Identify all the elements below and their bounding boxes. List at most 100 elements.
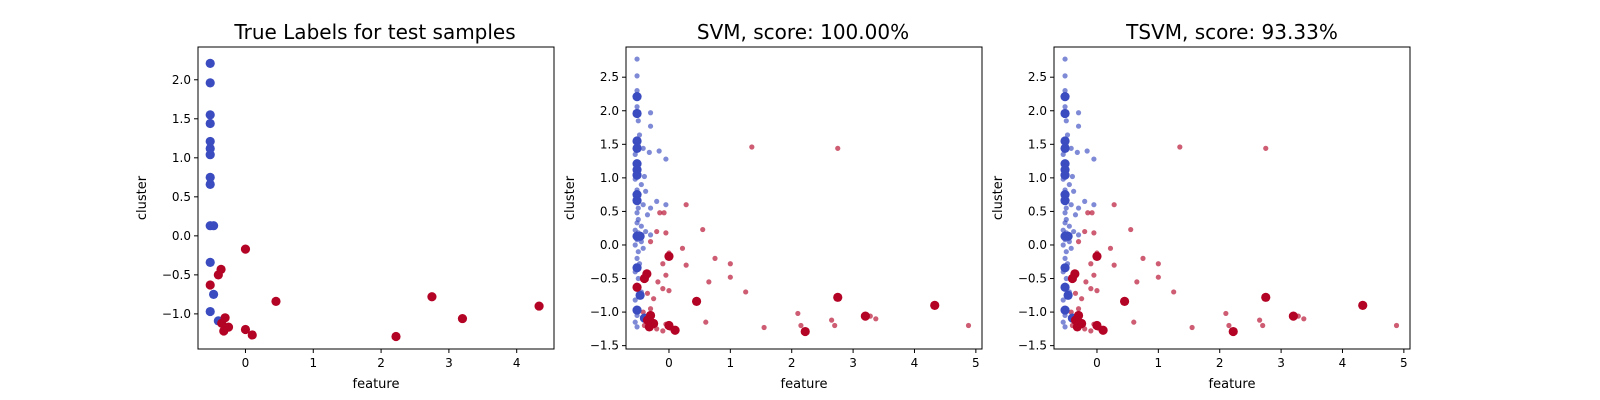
data-point-train-blue bbox=[635, 275, 641, 282]
data-point-train-blue bbox=[636, 132, 643, 138]
data-point-test-red bbox=[930, 300, 940, 310]
data-point-train-blue bbox=[635, 205, 641, 211]
data-point-train-blue bbox=[1060, 319, 1066, 325]
x-tick-label: 3 bbox=[445, 356, 453, 370]
data-point-train-blue bbox=[1062, 104, 1068, 110]
y-tick-label: 1.5 bbox=[600, 137, 619, 151]
data-point-test-red bbox=[800, 326, 810, 337]
data-point-train-blue bbox=[632, 297, 638, 303]
x-tick-label: 5 bbox=[1400, 356, 1408, 370]
data-point-test-red bbox=[1228, 326, 1238, 337]
data-point-train-red bbox=[700, 226, 706, 233]
data-point-test-blue bbox=[205, 118, 215, 129]
data-point-train-red bbox=[1091, 230, 1097, 236]
data-point-test-red bbox=[632, 282, 642, 292]
axes-frame bbox=[197, 46, 555, 350]
data-point-train-red bbox=[1075, 239, 1082, 245]
data-point-test-blue bbox=[632, 263, 642, 273]
data-point-train-blue bbox=[1063, 118, 1069, 124]
x-tick-label: 4 bbox=[513, 356, 521, 370]
data-point-test-blue bbox=[209, 289, 219, 299]
data-point-train-blue bbox=[1062, 255, 1068, 261]
data-point-train-red bbox=[1140, 255, 1146, 261]
data-point-train-blue bbox=[1062, 324, 1068, 330]
y-tick-label: 0.5 bbox=[600, 204, 619, 218]
data-point-test-blue bbox=[1060, 282, 1070, 292]
data-point-train-red bbox=[1079, 296, 1085, 302]
data-point-train-red bbox=[761, 324, 767, 331]
y-axis-label: cluster bbox=[991, 175, 1006, 220]
data-point-test-blue bbox=[205, 58, 215, 68]
data-point-train-red bbox=[1085, 210, 1091, 216]
y-tick-label: −0.5 bbox=[590, 272, 619, 286]
data-point-test-red bbox=[1288, 311, 1298, 321]
data-point-test-blue bbox=[205, 136, 215, 147]
y-tick-label: 0.0 bbox=[1028, 238, 1047, 252]
data-point-train-red bbox=[683, 262, 689, 268]
data-point-test-red bbox=[213, 270, 223, 280]
data-point-train-red bbox=[1088, 328, 1094, 334]
data-point-train-blue bbox=[632, 319, 638, 325]
x-axis-label: feature bbox=[353, 377, 400, 392]
axis-ticks: 0 1 2 3 4 −1.0 −0.5 0.0 0.5 1.0 1.5 2.0 bbox=[162, 73, 521, 370]
data-point-train-red bbox=[832, 322, 838, 329]
data-point-train-red bbox=[1177, 144, 1183, 150]
data-point-train-red bbox=[660, 328, 666, 334]
data-point-train-blue bbox=[1062, 220, 1068, 226]
data-point-train-blue bbox=[1084, 148, 1090, 154]
data-point-test-red bbox=[664, 251, 674, 261]
data-point-test-blue bbox=[1063, 231, 1073, 241]
data-point-train-blue bbox=[634, 56, 640, 62]
x-tick-label: 4 bbox=[1339, 356, 1347, 370]
data-point-train-blue bbox=[1063, 275, 1069, 282]
data-point-train-blue bbox=[1074, 149, 1080, 155]
data-point-train-red bbox=[663, 230, 669, 236]
data-point-train-blue bbox=[647, 205, 654, 211]
data-point-train-red bbox=[1083, 279, 1089, 285]
y-tick-label: 2.5 bbox=[1028, 70, 1047, 84]
data-point-train-red bbox=[657, 210, 663, 216]
data-point-train-red bbox=[1088, 261, 1094, 267]
data-point-test-red bbox=[457, 313, 468, 324]
data-point-train-red bbox=[706, 279, 712, 285]
data-point-train-red bbox=[873, 316, 879, 322]
data-point-train-blue bbox=[640, 202, 646, 208]
data-point-train-blue bbox=[1091, 202, 1097, 208]
data-point-test-red bbox=[217, 318, 227, 328]
data-point-train-red bbox=[1075, 306, 1082, 312]
data-point-train-blue bbox=[634, 88, 640, 94]
data-point-test-blue bbox=[1060, 305, 1070, 315]
data-point-train-blue bbox=[1072, 212, 1079, 218]
data-point-train-blue bbox=[632, 151, 638, 157]
data-point-test-red bbox=[639, 273, 650, 284]
data-point-train-red bbox=[1091, 272, 1097, 278]
data-point-test-blue bbox=[635, 231, 645, 241]
data-point-test-red bbox=[670, 325, 680, 335]
x-tick-label: 2 bbox=[377, 356, 385, 370]
y-tick-label: 1.5 bbox=[172, 112, 191, 126]
data-point-train-red bbox=[651, 296, 657, 302]
data-point-train-red bbox=[1226, 322, 1232, 329]
y-tick-label: 2.0 bbox=[600, 104, 619, 118]
data-point-test-red bbox=[691, 296, 702, 306]
data-point-train-red bbox=[640, 309, 646, 315]
data-point-train-red bbox=[654, 228, 660, 235]
data-point-train-red bbox=[1189, 324, 1195, 331]
data-point-test-red bbox=[1119, 296, 1130, 306]
y-tick-label: 2.5 bbox=[600, 70, 619, 84]
data-point-test-blue bbox=[1060, 108, 1070, 119]
axis-ticks: 0 1 2 3 4 5 −1.5 −1.0 −0.5 0.0 0.5 1.0 1.5 2.0 2.5 bbox=[590, 70, 980, 370]
data-point-test-blue bbox=[1060, 170, 1070, 180]
x-tick-label: 0 bbox=[1093, 356, 1101, 370]
data-point-train-blue bbox=[634, 73, 640, 79]
data-point-train-blue bbox=[1060, 242, 1066, 248]
data-point-test-red bbox=[1098, 325, 1108, 335]
data-point-test-blue bbox=[205, 172, 215, 182]
y-tick-label: 2.0 bbox=[172, 73, 191, 87]
data-point-train-red bbox=[666, 288, 672, 294]
data-point-train-blue bbox=[1068, 245, 1074, 251]
data-point-test-red bbox=[271, 296, 281, 306]
data-point-train-red bbox=[1301, 316, 1307, 322]
data-point-train-red bbox=[703, 319, 709, 325]
